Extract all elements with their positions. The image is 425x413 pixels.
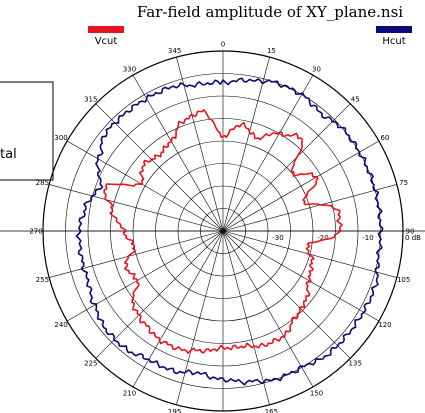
legend-swatch-vcut	[88, 26, 124, 33]
angle-tick-label: 195	[168, 408, 181, 413]
angle-tick-label: 120	[378, 321, 391, 329]
angle-tick-label: 165	[265, 408, 278, 413]
grid-spoke	[222, 103, 351, 232]
angle-tick-label: 0	[221, 41, 225, 49]
angle-tick-label: 345	[168, 47, 181, 55]
grid-spoke	[222, 57, 270, 232]
angle-tick-label: 150	[310, 389, 323, 397]
grid-spoke	[222, 140, 380, 232]
grid-spoke	[66, 230, 224, 322]
angle-tick-label: 240	[54, 321, 67, 329]
angle-tick-label: 300	[54, 134, 67, 142]
series-layer	[75, 77, 384, 386]
legend-label-hcut: Hcut	[382, 36, 405, 47]
side-annotation-box	[0, 81, 54, 181]
grid-spoke	[222, 230, 351, 359]
grid-spoke	[222, 230, 380, 322]
angle-tick-label: 330	[123, 66, 136, 74]
grid-spoke	[176, 230, 224, 405]
grid-spoke	[176, 57, 224, 232]
angle-tick-label: 75	[399, 179, 408, 187]
angle-tick-label: 45	[351, 95, 360, 103]
angle-tick-label: 315	[84, 95, 97, 103]
radial-tick-label: -10	[362, 234, 373, 242]
radial-tick-label: 0 dB	[405, 234, 421, 242]
angle-tick-label: 210	[123, 389, 136, 397]
grid-spoke	[49, 230, 224, 278]
radial-tick-label: -30	[272, 234, 283, 242]
grid-spoke	[66, 140, 224, 232]
angle-tick-label: 105	[397, 276, 410, 284]
grid-spoke	[222, 230, 270, 405]
grid-spoke	[222, 74, 314, 232]
series-line-vcut	[103, 109, 343, 354]
legend-label-vcut: Vcut	[95, 36, 118, 47]
polar-grid	[0, 50, 425, 412]
angle-tick-label: 30	[312, 66, 321, 74]
radial-tick-labels: -30 -20 -10 0 dB	[272, 234, 421, 242]
grid-spoke	[95, 103, 224, 232]
grid-spoke	[49, 184, 224, 232]
grid-spoke	[95, 230, 224, 359]
legend-swatch-hcut	[376, 26, 412, 33]
side-annotation-text: tal	[0, 147, 17, 162]
angle-tick-label: 15	[267, 47, 276, 55]
angle-tick-label: 90	[406, 228, 415, 236]
angle-tick-label: 225	[84, 360, 97, 368]
series-line-hcut	[75, 77, 384, 386]
angle-tick-label: 285	[36, 179, 49, 187]
grid-spoke	[222, 184, 397, 232]
grid-spoke	[132, 230, 224, 388]
grid-spoke	[222, 230, 314, 388]
radial-tick-label: -20	[317, 234, 328, 242]
angle-tick-labels: 0153045607590105120135150165180195210225…	[29, 41, 414, 413]
angle-tick-label: 255	[36, 276, 49, 284]
angle-tick-label: 60	[380, 134, 389, 142]
angle-tick-label: 135	[349, 360, 362, 368]
chart-title: Far-field amplitude of XY_plane.nsi	[137, 3, 403, 21]
grid-spoke	[132, 74, 224, 232]
angle-tick-label: 270	[29, 228, 42, 236]
